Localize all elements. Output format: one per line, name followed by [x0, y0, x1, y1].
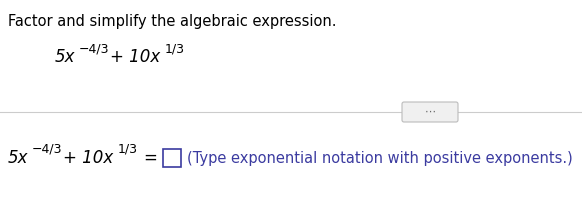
Text: + 10x: + 10x	[63, 149, 113, 167]
Text: 1/3: 1/3	[118, 143, 138, 156]
Text: (Type exponential notation with positive exponents.): (Type exponential notation with positive…	[187, 151, 573, 166]
Text: −4/3: −4/3	[79, 42, 109, 55]
Text: 1/3: 1/3	[165, 42, 185, 55]
Text: −4/3: −4/3	[32, 143, 62, 156]
Text: + 10x: + 10x	[110, 48, 160, 66]
Text: Factor and simplify the algebraic expression.: Factor and simplify the algebraic expres…	[8, 14, 336, 29]
Text: 5x: 5x	[8, 149, 29, 167]
Text: 5x: 5x	[55, 48, 76, 66]
FancyBboxPatch shape	[402, 102, 458, 122]
Text: =: =	[143, 149, 157, 167]
FancyBboxPatch shape	[163, 149, 181, 167]
Text: ⋯: ⋯	[424, 107, 435, 117]
